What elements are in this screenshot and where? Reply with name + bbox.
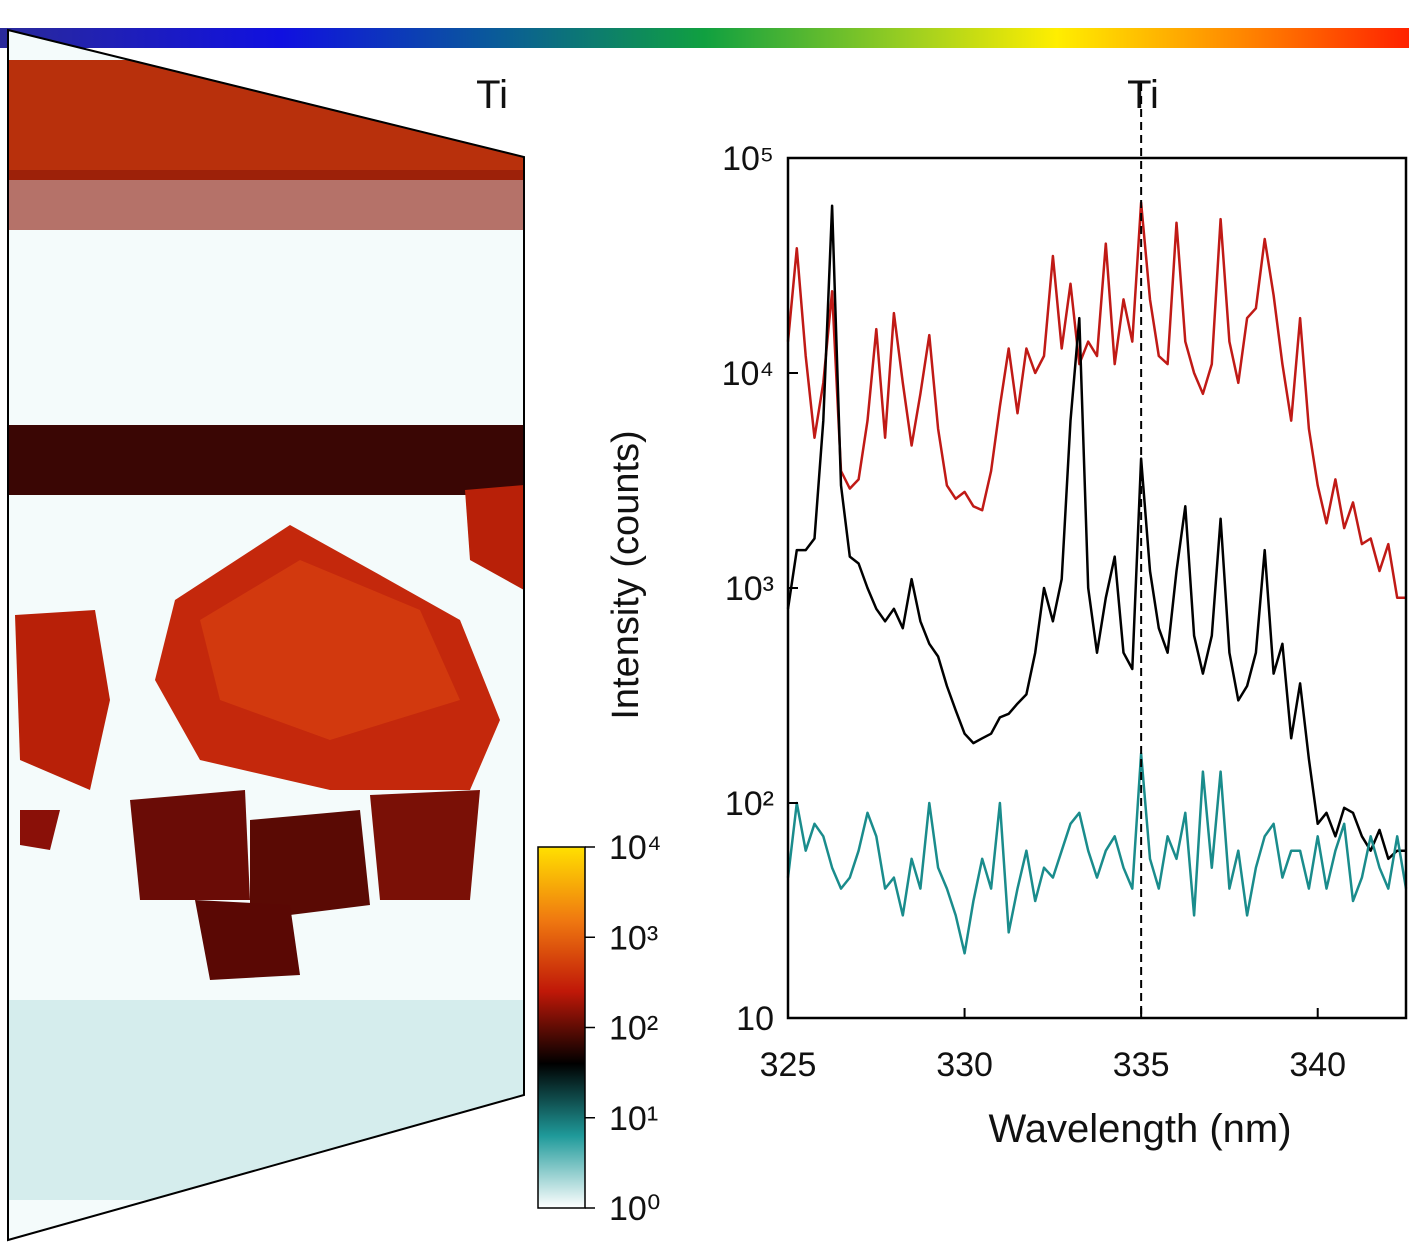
series-line xyxy=(786,752,1408,955)
colorbar-tick-label: 10² xyxy=(609,1010,658,1048)
x-tick-label: 340 xyxy=(1289,1046,1346,1084)
y-tick-label: 10² xyxy=(725,785,774,823)
colorbar-tick-label: 10³ xyxy=(609,919,658,957)
plot-frame xyxy=(786,156,1408,1020)
colorbar xyxy=(537,846,586,1209)
colorbar-tick-label: 10¹ xyxy=(609,1100,658,1138)
x-axis-label: Wavelength (nm) xyxy=(988,1107,1291,1151)
header-bar xyxy=(0,28,1409,48)
map-image xyxy=(8,30,524,1240)
y-tick-label: 10 xyxy=(736,1000,774,1038)
y-tick-label: 10⁵ xyxy=(722,140,774,178)
x-tick-label: 325 xyxy=(760,1046,817,1084)
series-line xyxy=(786,201,1406,600)
colorbar-tick-label: 10⁰ xyxy=(609,1190,660,1228)
map-title: Ti xyxy=(476,73,508,117)
chart-title: Ti xyxy=(1127,73,1159,117)
y-tick-label: 10⁴ xyxy=(722,355,774,393)
x-tick-label: 335 xyxy=(1113,1046,1170,1084)
colorbar-tick-label: 10⁴ xyxy=(609,829,661,867)
y-tick-label: 10³ xyxy=(725,570,774,608)
map-frame xyxy=(7,28,525,1242)
x-tick-label: 330 xyxy=(936,1046,993,1084)
y-axis-label: Intensity (counts) xyxy=(605,430,647,719)
series-line xyxy=(786,204,1406,861)
